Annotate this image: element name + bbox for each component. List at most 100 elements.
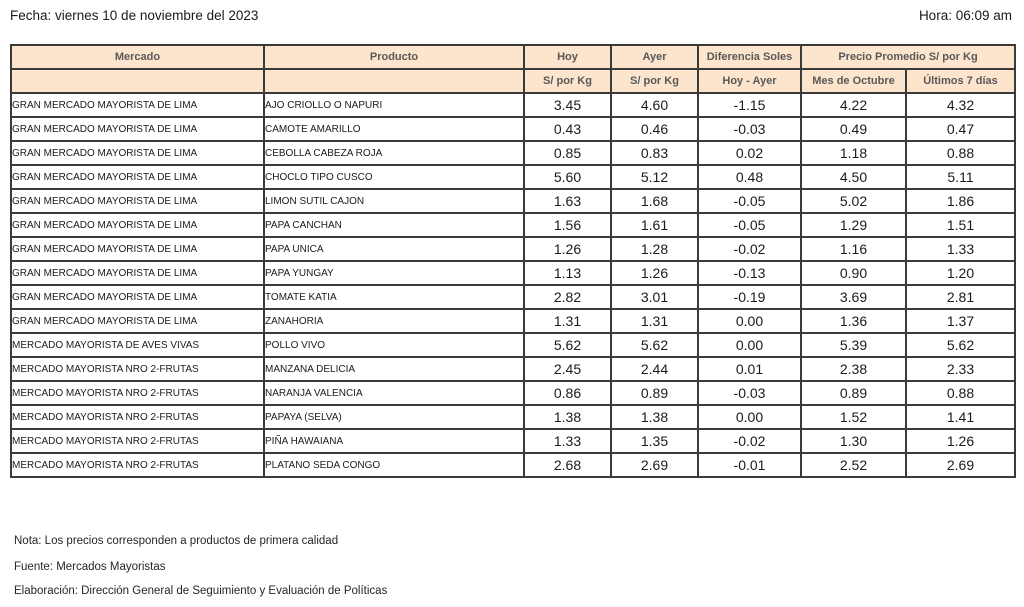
cell-ultimos-7dias: 0.88 bbox=[904, 140, 1017, 166]
cell-hoy: 1.56 bbox=[523, 212, 612, 238]
cell-hoy: 2.45 bbox=[523, 356, 612, 382]
cell-ayer: 0.83 bbox=[610, 140, 699, 166]
cell-producto: PAPA YUNGAY bbox=[263, 260, 525, 286]
cell-diferencia: -0.01 bbox=[697, 452, 802, 478]
cell-ultimos-7dias: 0.88 bbox=[904, 380, 1017, 406]
cell-producto: PIÑA HAWAIANA bbox=[263, 428, 525, 454]
cell-mes-octubre: 0.49 bbox=[800, 116, 907, 142]
col-subheader-hoy-ayer: Hoy - Ayer bbox=[697, 68, 802, 94]
cell-ayer: 1.68 bbox=[610, 188, 699, 214]
table-row: MERCADO MAYORISTA DE AVES VIVAS POLLO VIV… bbox=[10, 332, 1017, 358]
table-header: Mercado Producto Hoy Ayer Diferencia Sol… bbox=[10, 44, 1017, 94]
cell-mes-octubre: 0.90 bbox=[800, 260, 907, 286]
cell-diferencia: -0.02 bbox=[697, 428, 802, 454]
cell-producto: CAMOTE AMARILLO bbox=[263, 116, 525, 142]
cell-mes-octubre: 1.36 bbox=[800, 308, 907, 334]
footer-elaboracion: Elaboración: Dirección General de Seguim… bbox=[14, 585, 388, 597]
fecha-label: Fecha: viernes 10 de noviembre del 2023 bbox=[10, 8, 259, 23]
col-header-ayer: Ayer bbox=[610, 44, 699, 70]
cell-ultimos-7dias: 1.41 bbox=[904, 404, 1017, 430]
col-subheader-ultimos-7dias: Últimos 7 días bbox=[904, 68, 1017, 94]
cell-diferencia: -0.13 bbox=[697, 260, 802, 286]
cell-mercado: GRAN MERCADO MAYORISTA DE LIMA bbox=[10, 260, 265, 286]
cell-ultimos-7dias: 1.26 bbox=[904, 428, 1017, 454]
cell-mercado: GRAN MERCADO MAYORISTA DE LIMA bbox=[10, 284, 265, 310]
cell-mes-octubre: 1.18 bbox=[800, 140, 907, 166]
cell-diferencia: 0.02 bbox=[697, 140, 802, 166]
header-row-1: Mercado Producto Hoy Ayer Diferencia Sol… bbox=[10, 44, 1017, 70]
table-row: MERCADO MAYORISTA NRO 2-FRUTAS PIÑA HAWAI… bbox=[10, 428, 1017, 454]
cell-mes-octubre: 3.69 bbox=[800, 284, 907, 310]
cell-ultimos-7dias: 5.11 bbox=[904, 164, 1017, 190]
col-subheader-ayer-unit: S/ por Kg bbox=[610, 68, 699, 94]
cell-producto: PAPAYA (SELVA) bbox=[263, 404, 525, 430]
table-row: GRAN MERCADO MAYORISTA DE LIMA PAPA YUNGA… bbox=[10, 260, 1017, 286]
cell-diferencia: -0.03 bbox=[697, 116, 802, 142]
cell-hoy: 3.45 bbox=[523, 92, 612, 118]
cell-hoy: 5.60 bbox=[523, 164, 612, 190]
cell-hoy: 2.68 bbox=[523, 452, 612, 478]
cell-ultimos-7dias: 1.33 bbox=[904, 236, 1017, 262]
cell-ayer: 1.35 bbox=[610, 428, 699, 454]
cell-mes-octubre: 2.38 bbox=[800, 356, 907, 382]
cell-mes-octubre: 2.52 bbox=[800, 452, 907, 478]
col-header-mercado: Mercado bbox=[10, 44, 265, 70]
cell-mercado: MERCADO MAYORISTA DE AVES VIVAS bbox=[10, 332, 265, 358]
col-header-precio-promedio: Precio Promedio S/ por Kg bbox=[799, 44, 1017, 70]
cell-hoy: 2.82 bbox=[523, 284, 612, 310]
cell-hoy: 1.38 bbox=[523, 404, 612, 430]
cell-mercado: MERCADO MAYORISTA NRO 2-FRUTAS bbox=[10, 428, 265, 454]
cell-ayer: 2.44 bbox=[610, 356, 699, 382]
cell-hoy: 5.62 bbox=[523, 332, 612, 358]
col-header-hoy: Hoy bbox=[523, 44, 612, 70]
cell-mercado: GRAN MERCADO MAYORISTA DE LIMA bbox=[10, 236, 265, 262]
cell-ultimos-7dias: 1.20 bbox=[904, 260, 1017, 286]
cell-mercado: MERCADO MAYORISTA NRO 2-FRUTAS bbox=[10, 404, 265, 430]
col-subheader-hoy-unit: S/ por Kg bbox=[523, 68, 612, 94]
cell-mercado: GRAN MERCADO MAYORISTA DE LIMA bbox=[10, 188, 265, 214]
topbar: Fecha: viernes 10 de noviembre del 2023 … bbox=[10, 8, 1012, 23]
cell-mes-octubre: 1.16 bbox=[800, 236, 907, 262]
cell-hoy: 0.86 bbox=[523, 380, 612, 406]
cell-diferencia: -0.05 bbox=[697, 212, 802, 238]
cell-producto: PLATANO SEDA CONGO bbox=[263, 452, 525, 478]
cell-ultimos-7dias: 1.37 bbox=[904, 308, 1017, 334]
cell-mes-octubre: 5.02 bbox=[800, 188, 907, 214]
footer-fuente: Fuente: Mercados Mayoristas bbox=[14, 561, 166, 573]
cell-ayer: 0.89 bbox=[610, 380, 699, 406]
cell-producto: LIMON SUTIL CAJON bbox=[263, 188, 525, 214]
cell-diferencia: 0.00 bbox=[697, 404, 802, 430]
cell-mes-octubre: 1.30 bbox=[800, 428, 907, 454]
cell-mercado: GRAN MERCADO MAYORISTA DE LIMA bbox=[10, 164, 265, 190]
cell-ultimos-7dias: 2.33 bbox=[904, 356, 1017, 382]
cell-ultimos-7dias: 0.47 bbox=[904, 116, 1017, 142]
cell-ultimos-7dias: 2.69 bbox=[904, 452, 1017, 478]
cell-ayer: 0.46 bbox=[610, 116, 699, 142]
cell-mercado: GRAN MERCADO MAYORISTA DE LIMA bbox=[10, 140, 265, 166]
cell-mes-octubre: 0.89 bbox=[800, 380, 907, 406]
col-header-diferencia: Diferencia Soles bbox=[697, 44, 802, 70]
cell-diferencia: 0.00 bbox=[697, 332, 802, 358]
col-subheader-mes-octubre: Mes de Octubre bbox=[800, 68, 907, 94]
cell-producto: MANZANA DELICIA bbox=[263, 356, 525, 382]
col-subheader-producto-empty bbox=[263, 68, 525, 94]
cell-ayer: 1.26 bbox=[610, 260, 699, 286]
table-row: MERCADO MAYORISTA NRO 2-FRUTAS PLATANO SE… bbox=[10, 452, 1017, 478]
cell-hoy: 0.85 bbox=[523, 140, 612, 166]
cell-mercado: MERCADO MAYORISTA NRO 2-FRUTAS bbox=[10, 452, 265, 478]
cell-producto: CEBOLLA CABEZA ROJA bbox=[263, 140, 525, 166]
table-row: GRAN MERCADO MAYORISTA DE LIMA CAMOTE AMA… bbox=[10, 116, 1017, 142]
cell-ayer: 5.62 bbox=[610, 332, 699, 358]
cell-diferencia: -1.15 bbox=[697, 92, 802, 118]
cell-diferencia: 0.01 bbox=[697, 356, 802, 382]
cell-producto: TOMATE KATIA bbox=[263, 284, 525, 310]
cell-hoy: 0.43 bbox=[523, 116, 612, 142]
cell-diferencia: 0.48 bbox=[697, 164, 802, 190]
cell-ultimos-7dias: 1.51 bbox=[904, 212, 1017, 238]
cell-producto: NARANJA VALENCIA bbox=[263, 380, 525, 406]
cell-ayer: 1.31 bbox=[610, 308, 699, 334]
table-row: GRAN MERCADO MAYORISTA DE LIMA CEBOLLA CA… bbox=[10, 140, 1017, 166]
table-row: MERCADO MAYORISTA NRO 2-FRUTAS PAPAYA (SE… bbox=[10, 404, 1017, 430]
cell-producto: PAPA UNICA bbox=[263, 236, 525, 262]
cell-hoy: 1.31 bbox=[523, 308, 612, 334]
